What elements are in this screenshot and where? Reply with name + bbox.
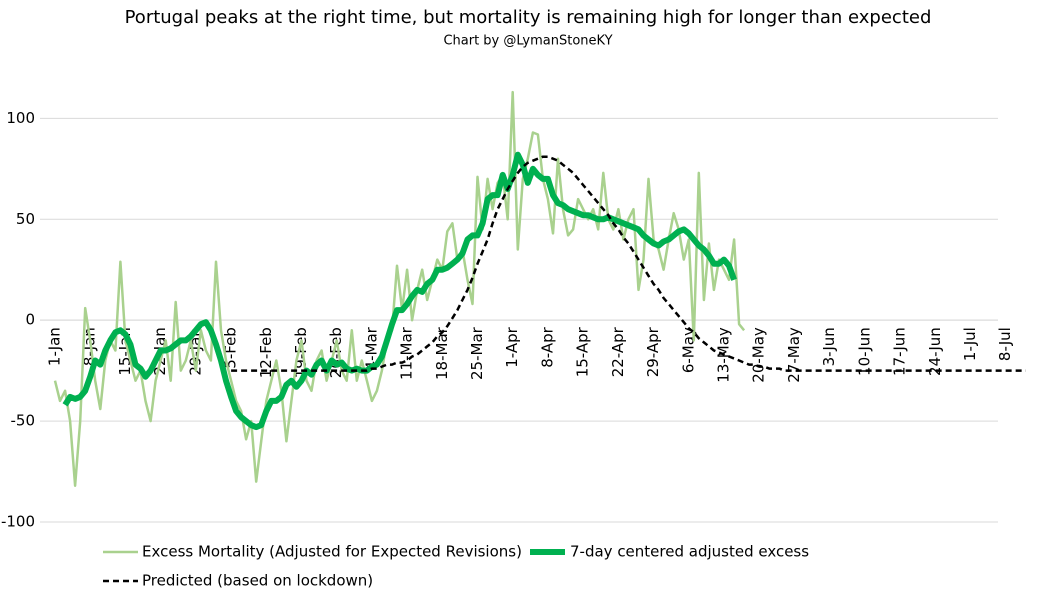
x-tick-label: 27-May xyxy=(785,327,803,383)
chart-title: Portugal peaks at the right time, but mo… xyxy=(125,7,932,28)
x-tick-label: 12-Feb xyxy=(257,327,275,378)
x-tick-label: 25-Mar xyxy=(468,326,486,380)
x-tick-label: 1-Apr xyxy=(503,326,521,367)
x-tick-label: 1-Jan xyxy=(46,327,64,366)
y-tick-label: -100 xyxy=(1,513,35,531)
legend-label: Excess Mortality (Adjusted for Expected … xyxy=(142,543,522,561)
x-tick-label: 29-Apr xyxy=(644,326,662,377)
series-line xyxy=(231,155,1026,372)
y-tick-label: 100 xyxy=(6,109,35,127)
x-tick-label: 1-Jul xyxy=(961,327,979,361)
x-tick-label: 8-Apr xyxy=(538,326,556,367)
x-tick-label: 8-Jan xyxy=(81,327,99,366)
legend-label: 7-day centered adjusted excess xyxy=(570,543,809,561)
chart-subtitle: Chart by @LymanStoneKY xyxy=(443,34,612,49)
x-tick-label: 4-Mar xyxy=(362,326,380,370)
series-line xyxy=(53,90,746,487)
x-tick-label: 3-Jun xyxy=(820,327,838,366)
x-tick-label: 15-Apr xyxy=(574,326,592,377)
series-line xyxy=(62,151,737,431)
x-tick-label: 10-Jun xyxy=(855,327,873,376)
y-tick-label: -50 xyxy=(11,412,36,430)
x-tick-label: 20-May xyxy=(750,327,768,383)
y-tick-label: 50 xyxy=(16,210,35,228)
x-tick-label: 22-Apr xyxy=(609,326,627,377)
x-tick-label: 24-Jun xyxy=(926,327,944,376)
x-tick-label: 11-Mar xyxy=(398,326,416,380)
x-tick-label: 17-Jun xyxy=(891,327,909,376)
x-tick-label: 8-Jul xyxy=(996,327,1014,361)
y-tick-label: 0 xyxy=(25,311,35,329)
x-tick-label: 18-Mar xyxy=(433,326,451,380)
legend-label: Predicted (based on lockdown) xyxy=(142,572,373,590)
